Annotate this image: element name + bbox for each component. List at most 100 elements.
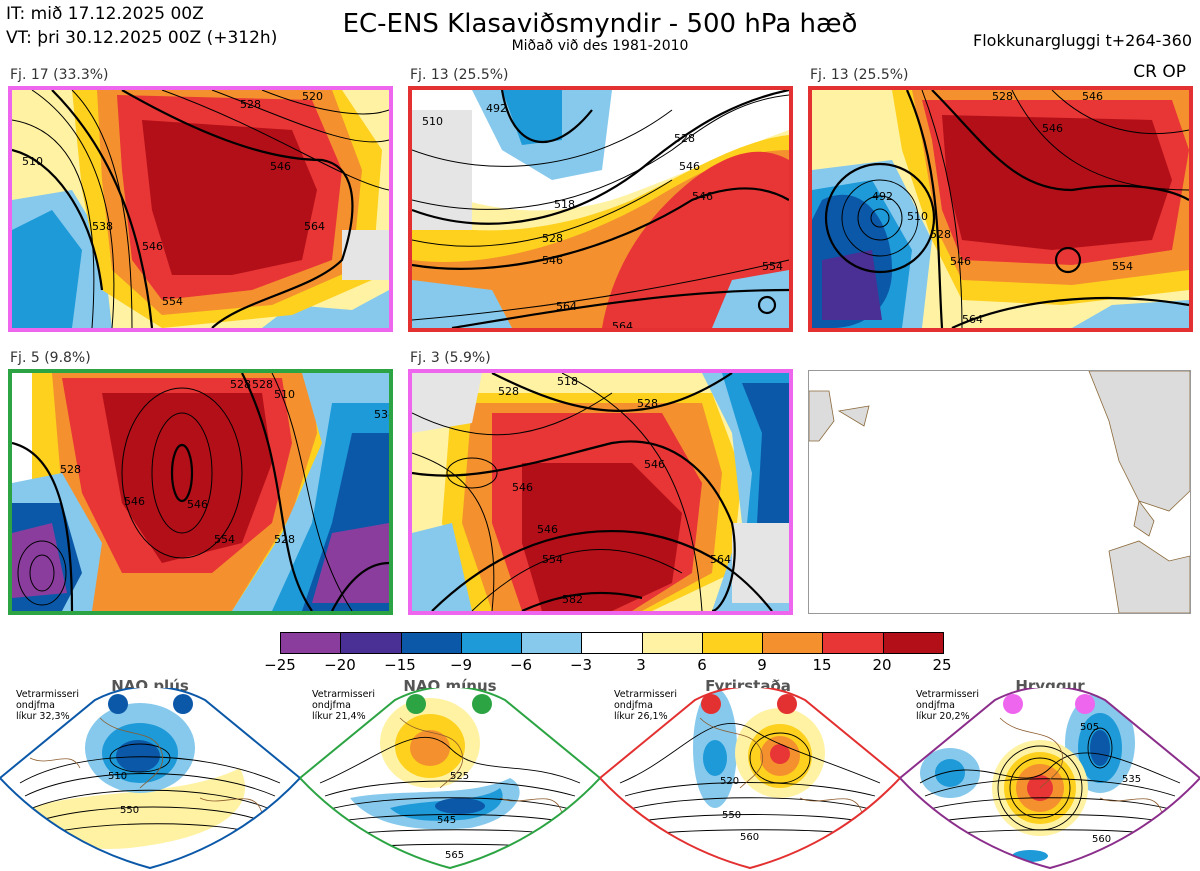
contour-label: 546 [512, 481, 533, 494]
colorbar-tick: 6 [697, 656, 707, 674]
regime-4-note: Vetrarmisseri ondjfma líkur 20,2% [916, 689, 979, 722]
regime-contour-label: 560 [1092, 834, 1111, 845]
colorbar-tick: 9 [757, 656, 767, 674]
contour-label: 510 [422, 115, 443, 128]
regime-1-dot [108, 694, 128, 714]
regime-1-map[interactable]: 510 550 [0, 688, 300, 871]
regime-3-dot [777, 694, 797, 714]
contour-label: 510 [22, 155, 43, 168]
colorbar-swatch [642, 633, 703, 653]
regime-contour-label: 510 [108, 771, 127, 782]
contour-label: 528 [674, 132, 695, 145]
cluster-2-label: Fj. 13 (25.5%) [410, 67, 509, 83]
regime-2-dot [472, 694, 492, 714]
contour-label: 582 [562, 593, 583, 606]
contour-label: 564 [612, 320, 633, 328]
cluster-3-map[interactable]: 492 510 528 528 546 546 546 554 564 [808, 86, 1193, 332]
contour-label: 546 [1082, 90, 1103, 103]
regime-contour-label: 550 [722, 810, 741, 821]
contour-label: 554 [542, 553, 563, 566]
regime-3-note: Vetrarmisseri ondjfma líkur 26,1% [614, 689, 677, 722]
colorbar-swatch [522, 633, 583, 653]
contour-label: 510 [907, 210, 928, 223]
regime-4-map[interactable]: 505 535 560 [900, 688, 1200, 871]
colorbar-tick: 20 [872, 656, 892, 674]
cluster-1-map[interactable]: 510 520 528 538 546 546 554 564 [8, 86, 393, 332]
classification-window: Flokkunargluggi t+264-360 [973, 31, 1192, 50]
colorbar-tick: −20 [324, 656, 356, 674]
contour-label: 554 [762, 260, 783, 273]
regime-1-note: Vetrarmisseri ondjfma líkur 32,3% [16, 689, 79, 722]
regime-contour-label: 560 [740, 832, 759, 843]
contour-label: 546 [142, 240, 163, 253]
contour-label: 546 [679, 160, 700, 173]
colorbar-swatch [401, 633, 462, 653]
cluster-5-map[interactable]: 528 518 528 546 546 546 554 564 582 [408, 369, 793, 615]
contour-label: 564 [710, 553, 731, 566]
contour-label: 554 [214, 533, 235, 546]
colorbar-tick: −3 [569, 656, 593, 674]
colorbar-tick: −25 [264, 656, 296, 674]
contour-label: 492 [486, 102, 507, 115]
regime-contour-label: 505 [1080, 722, 1099, 733]
colorbar-swatch [763, 633, 824, 653]
cluster-3-label: Fj. 13 (25.5%) [810, 67, 909, 83]
regime-4-dot [1003, 694, 1023, 714]
contour-label: 554 [1112, 260, 1133, 273]
contour-label: 528 [542, 232, 563, 245]
cluster-4-map[interactable]: 528 528 528 528 538 546 546 554 510 [8, 369, 393, 615]
cluster-1-label: Fj. 17 (33.3%) [10, 67, 109, 83]
contour-label: 546 [692, 190, 713, 203]
regime-3-dot [701, 694, 721, 714]
regime-contour-label: 535 [1122, 774, 1141, 785]
colorbar-tick: −6 [509, 656, 533, 674]
page-subtitle: Miðað við des 1981-2010 [511, 38, 689, 54]
colorbar-swatch [702, 633, 764, 653]
contour-label: 492 [872, 190, 893, 203]
regime-2-dot [406, 694, 426, 714]
colorbar-swatch [341, 633, 402, 653]
regime-contour-label: 565 [445, 850, 464, 861]
contour-label: 510 [274, 388, 295, 401]
contour-label: 518 [557, 375, 578, 388]
colorbar-tick: 15 [812, 656, 832, 674]
colorbar-tick: 25 [932, 656, 952, 674]
regime-contour-label: 525 [450, 771, 469, 782]
cluster-4-label: Fj. 5 (9.8%) [10, 350, 91, 366]
page-title: EC-ENS Klasaviðsmyndir - 500 hPa hæð [342, 9, 858, 39]
base-map[interactable] [808, 370, 1191, 614]
contour-label: 546 [950, 255, 971, 268]
contour-label: 546 [270, 160, 291, 173]
regime-2-note: Vetrarmisseri ondjfma líkur 21,4% [312, 689, 375, 722]
contour-label: 564 [962, 313, 983, 326]
colorbar-swatch [883, 633, 943, 653]
regime-3-map[interactable]: 520 550 560 [600, 688, 900, 871]
colorbar-tick: −15 [384, 656, 416, 674]
contour-label: 518 [554, 198, 575, 211]
contour-label: 528 [240, 98, 261, 111]
colorbar-swatch [281, 633, 342, 653]
colorbar [280, 632, 944, 654]
regime-2-map[interactable]: 525 545 565 [300, 688, 600, 871]
regime-contour-label: 550 [120, 805, 139, 816]
contour-label: 546 [1042, 122, 1063, 135]
contour-label: 538 [374, 408, 389, 421]
regime-1-dot [173, 694, 193, 714]
contour-label: 528 [992, 90, 1013, 103]
init-time: IT: mið 17.12.2025 00Z [6, 4, 204, 24]
contour-label: 554 [162, 295, 183, 308]
regime-4-dot [1075, 694, 1095, 714]
colorbar-tick: 3 [636, 656, 646, 674]
colorbar-swatch [461, 633, 523, 653]
colorbar-swatch [582, 633, 643, 653]
contour-label: 528 [252, 378, 273, 391]
contour-label: 528 [230, 378, 251, 391]
contour-label: 564 [556, 300, 577, 313]
contour-label: 528 [930, 228, 951, 241]
contour-label: 546 [537, 523, 558, 536]
cluster-2-map[interactable]: 492 510 518 528 528 546 546 546 554 564 … [408, 86, 793, 332]
contour-label: 546 [187, 498, 208, 511]
contour-label: 546 [124, 495, 145, 508]
regime-contour-label: 545 [437, 815, 456, 826]
regime-contour-label: 520 [720, 776, 739, 787]
